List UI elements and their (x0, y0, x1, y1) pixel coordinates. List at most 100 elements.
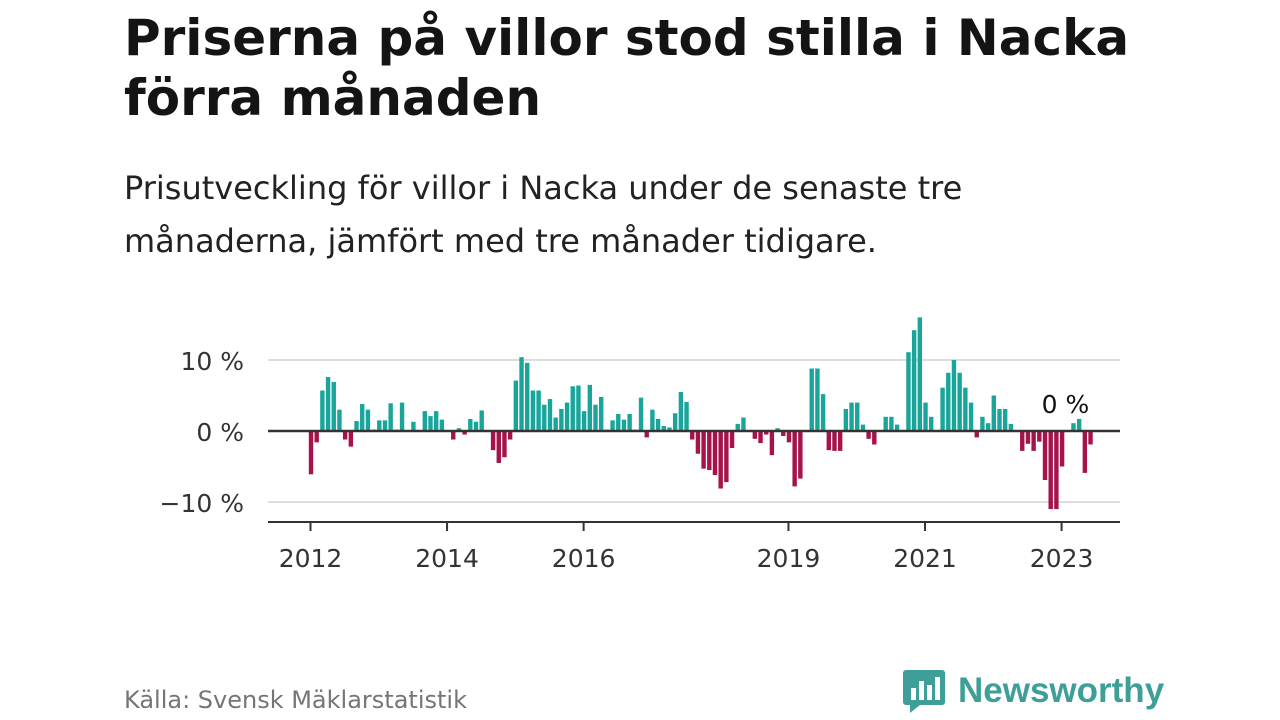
bar (382, 420, 388, 431)
bar (951, 360, 957, 431)
bar (906, 352, 911, 431)
bar (439, 419, 445, 431)
bars (308, 317, 1093, 510)
x-tick-label: 2016 (552, 544, 616, 573)
axes (268, 429, 1120, 531)
x-tick-label: 2021 (893, 544, 957, 573)
bar (849, 402, 854, 431)
bar (1037, 431, 1042, 442)
bar (1020, 431, 1025, 451)
bar (837, 431, 843, 451)
source-note: Källa: Svensk Mäklarstatistik (124, 686, 467, 714)
bar (974, 431, 979, 438)
bar (456, 428, 462, 431)
bar (610, 420, 615, 431)
bar (1025, 431, 1031, 444)
bar (644, 431, 649, 438)
y-tick-label: 0 % (196, 418, 244, 447)
bar (547, 399, 553, 431)
bar (399, 402, 405, 431)
bar (667, 427, 672, 431)
bar (1031, 431, 1036, 451)
bar (724, 431, 729, 483)
bar (832, 431, 837, 451)
latest-value-label: 0 % (1042, 390, 1090, 419)
bar (729, 431, 735, 449)
bar (325, 377, 331, 431)
bar (530, 390, 536, 431)
bar (820, 394, 826, 431)
bar (1076, 418, 1082, 431)
bar (1088, 431, 1093, 445)
bar (490, 431, 496, 451)
bar (331, 382, 336, 431)
bar (451, 431, 456, 440)
y-tick-label: −10 % (160, 489, 244, 518)
bar (1048, 431, 1053, 510)
bar (889, 416, 894, 431)
bar (314, 431, 319, 443)
bar (672, 413, 678, 431)
x-tick-label: 2014 (415, 544, 479, 573)
bar (1059, 431, 1065, 467)
bar (985, 423, 991, 431)
bar (718, 431, 723, 489)
bar (707, 431, 712, 471)
bar (855, 402, 860, 431)
bar (496, 431, 501, 463)
bar (422, 411, 427, 431)
bar (775, 428, 780, 431)
x-tick-label: 2012 (279, 544, 343, 573)
bar (365, 409, 371, 431)
bar (968, 402, 974, 431)
bar (695, 431, 701, 454)
bar (598, 396, 604, 431)
bar (513, 380, 519, 431)
bar (388, 403, 393, 431)
bar (809, 368, 814, 431)
bar (826, 431, 831, 451)
bar (786, 431, 792, 443)
bar (320, 390, 325, 431)
x-tick-label: 2019 (757, 544, 821, 573)
bar (570, 386, 575, 431)
bar (627, 413, 632, 431)
bar (866, 431, 871, 439)
bar (883, 416, 888, 431)
bar (872, 431, 877, 445)
bar (712, 431, 718, 476)
bar (940, 387, 945, 431)
bar (661, 426, 666, 431)
bar (1008, 423, 1014, 431)
bar (701, 431, 706, 469)
bar (342, 431, 348, 440)
bar (655, 418, 661, 431)
bar (923, 402, 928, 431)
bar (428, 416, 433, 431)
chart-subtitle: Prisutveckling för villor i Nacka under … (124, 169, 963, 260)
bar (587, 384, 593, 431)
newsworthy-logo-icon (903, 670, 945, 713)
bar (1042, 431, 1048, 480)
bar (581, 411, 587, 431)
bar (957, 372, 962, 431)
bar (616, 413, 621, 431)
axis-labels: 10 % 0 % −10 % 2012 2014 2016 2019 2021 2023 0 % (160, 347, 1094, 573)
bar (354, 421, 359, 431)
bar (792, 431, 797, 487)
bar (1002, 408, 1008, 431)
bar (348, 431, 354, 447)
bar (1082, 431, 1088, 473)
bar (564, 402, 570, 431)
bar (525, 362, 530, 431)
bar (741, 417, 746, 431)
bar (1071, 423, 1076, 431)
bar (553, 417, 558, 431)
bar (308, 431, 314, 475)
bar (678, 391, 684, 431)
bar (462, 431, 467, 435)
bar (963, 387, 968, 431)
bar (468, 418, 473, 431)
bar (980, 416, 985, 431)
bar (997, 408, 1002, 431)
